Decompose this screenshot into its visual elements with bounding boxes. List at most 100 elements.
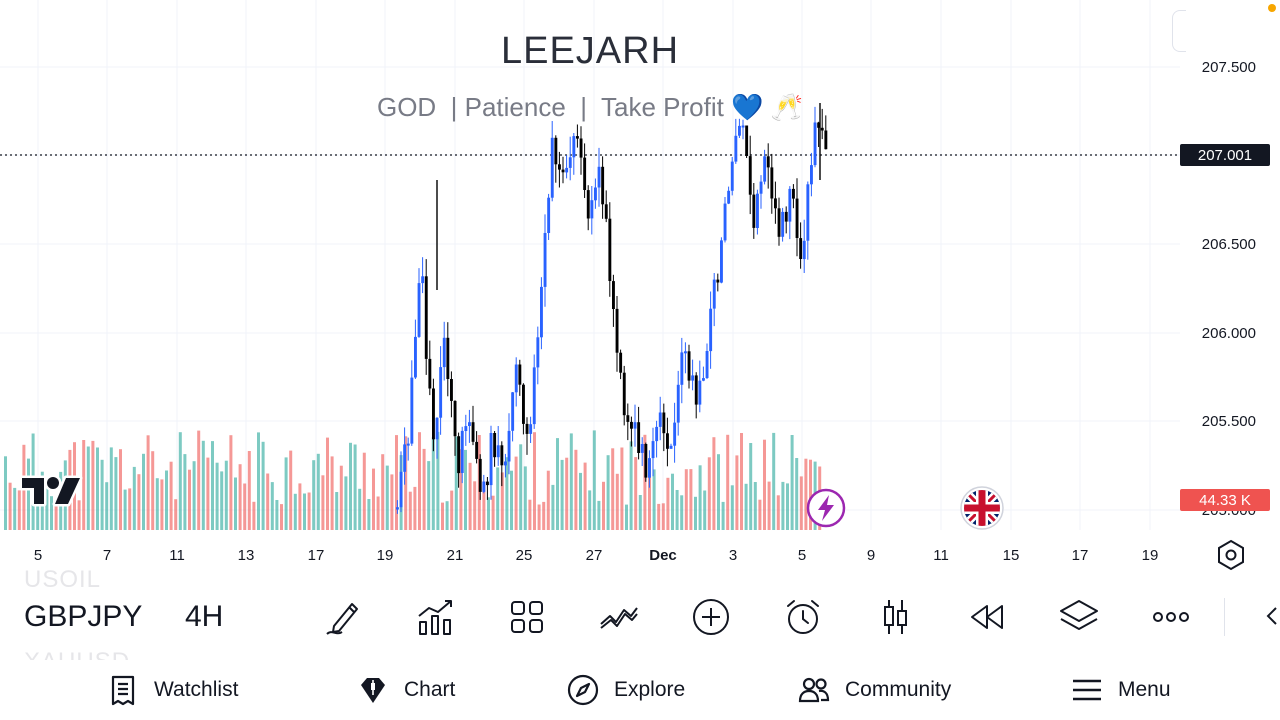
chart-type-button[interactable]: [872, 594, 918, 640]
volume-bar: [657, 503, 661, 530]
candle-body: [601, 166, 605, 205]
volume-bar: [763, 439, 766, 530]
candle-body: [651, 441, 655, 459]
volume-bar: [307, 492, 311, 530]
volume-bar: [519, 444, 523, 530]
candle-body: [482, 481, 486, 492]
candle-body: [446, 337, 450, 379]
indicators-button[interactable]: [412, 594, 458, 640]
volume-bar: [17, 490, 21, 530]
candle-body: [716, 279, 720, 283]
volume-bar: [776, 495, 780, 530]
volume-bar: [505, 457, 509, 530]
uk-flag-icon[interactable]: [960, 486, 1004, 530]
volume-bar: [689, 469, 693, 530]
date-tick: 17: [307, 547, 325, 564]
volume-bar: [211, 441, 214, 530]
volume-bar: [579, 472, 582, 530]
volume-bar: [128, 488, 132, 530]
rewind-icon: [971, 605, 1003, 629]
volume-bar: [362, 452, 366, 530]
volume-bar: [376, 496, 380, 530]
volume-bar: [284, 457, 288, 530]
date-tick: 9: [866, 547, 876, 564]
candle-body: [817, 122, 821, 128]
volume-bar: [468, 462, 472, 530]
candle-body: [770, 167, 774, 199]
candle-body: [612, 281, 615, 309]
volume-bar: [353, 444, 357, 530]
candle-body: [453, 400, 457, 437]
candle-body: [698, 380, 702, 405]
more-button[interactable]: [1148, 594, 1194, 640]
templates-button[interactable]: [504, 594, 550, 640]
symbol-selector[interactable]: GBPJPY: [24, 600, 143, 633]
date-tick: 11: [933, 547, 949, 564]
chart-settings-icon[interactable]: [1214, 538, 1248, 572]
volume-bar: [303, 493, 306, 530]
chevron-left-icon[interactable]: [1262, 604, 1280, 628]
volume-bar: [592, 430, 596, 530]
volume-bar: [588, 490, 592, 530]
candle-body: [766, 156, 770, 168]
volume-bar: [556, 438, 559, 530]
candle-body: [673, 422, 677, 446]
nav-menu[interactable]: Menu: [1070, 670, 1171, 710]
volume-bar: [606, 455, 610, 530]
date-tick: 13: [237, 547, 255, 564]
layers-button[interactable]: [1056, 594, 1102, 640]
bottom-nav: Watchlist Chart Explore Community: [0, 660, 1280, 720]
volume-bar: [533, 432, 536, 530]
candle-body: [658, 412, 662, 427]
nav-community[interactable]: Community: [797, 670, 951, 710]
volume-bar: [234, 477, 237, 530]
volume-bar: [206, 457, 210, 530]
drawing-tool-button[interactable]: [320, 594, 366, 640]
volume-bar: [100, 459, 104, 530]
replay-button[interactable]: [964, 594, 1010, 640]
volume-bar: [721, 501, 725, 530]
chart-toolbar: GBPJPY 4H: [0, 578, 1280, 656]
volume-bar: [312, 460, 316, 530]
compare-button[interactable]: [596, 594, 642, 640]
volume-bar: [82, 440, 86, 530]
volume-bar: [151, 451, 155, 530]
interval-selector[interactable]: 4H: [185, 600, 224, 633]
volume-bar: [321, 475, 325, 530]
volume-bar: [404, 436, 408, 530]
nav-watchlist[interactable]: Watchlist: [106, 670, 238, 710]
add-button[interactable]: [688, 594, 734, 640]
volume-bar: [450, 490, 454, 530]
volume-bar: [413, 486, 417, 530]
volume-bar: [326, 437, 329, 530]
volume-bar: [615, 473, 619, 530]
nav-explore[interactable]: Explore: [566, 670, 685, 710]
candle-body: [709, 308, 713, 352]
candle-body: [630, 421, 633, 429]
nav-chart[interactable]: Chart: [356, 670, 455, 710]
candle-body: [777, 208, 781, 237]
candle-body: [586, 190, 590, 219]
compare-icon: [600, 607, 638, 629]
candle-body: [734, 135, 738, 162]
candle-body: [550, 137, 554, 198]
candle-body: [792, 188, 795, 199]
volume-bar: [169, 461, 173, 530]
volume-bar: [804, 458, 808, 530]
candle-body: [756, 193, 759, 228]
volume-bar: [372, 468, 375, 530]
volume-bar: [680, 495, 684, 530]
alert-button[interactable]: [780, 594, 826, 640]
volume-bar: [45, 485, 49, 530]
volume-bar: [8, 482, 12, 530]
flash-icon[interactable]: [806, 488, 846, 528]
current-price-tag: 207.001: [1180, 144, 1270, 166]
volume-bar: [496, 467, 500, 530]
candle-body: [417, 283, 421, 337]
candle-body: [590, 200, 594, 219]
volume-bar: [408, 491, 412, 530]
side-panel-handle[interactable]: [1172, 10, 1186, 52]
volume-bar: [703, 490, 707, 530]
volume-bar: [799, 476, 803, 530]
price-chart[interactable]: [0, 0, 1280, 575]
